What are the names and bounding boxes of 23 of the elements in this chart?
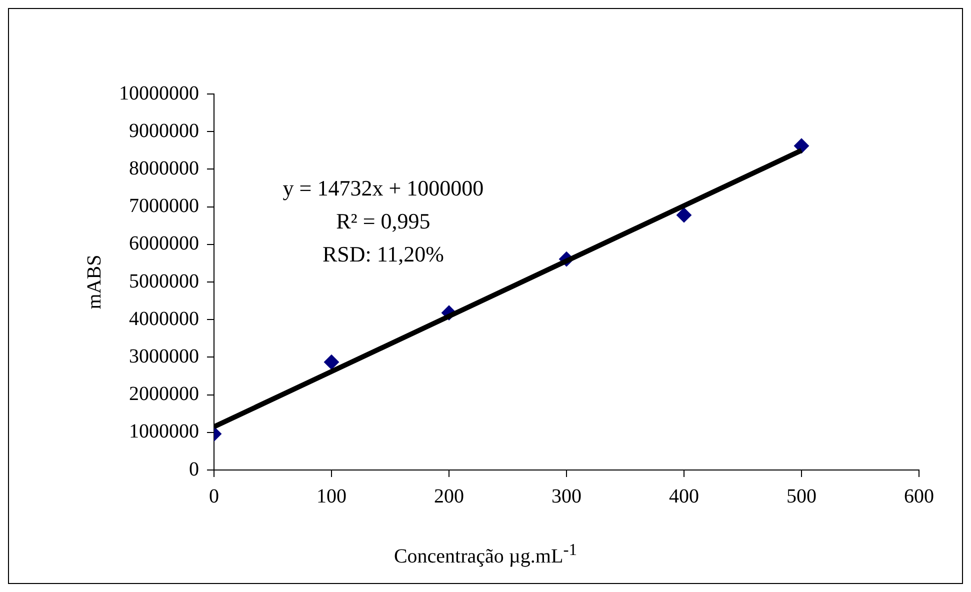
y-tick-label: 6000000 bbox=[129, 232, 199, 255]
y-axis-title: mABS bbox=[83, 254, 106, 310]
x-axis-title: Concentração µg.mL$^{-1}$ bbox=[392, 540, 578, 569]
x-tick-label: 400 bbox=[669, 485, 699, 508]
x-tick-label: 100 bbox=[316, 485, 346, 508]
x-tick-label: 600 bbox=[904, 485, 934, 508]
y-tick-label: 9000000 bbox=[129, 120, 199, 142]
y-tick-label: 2000000 bbox=[129, 383, 199, 406]
annotation: y = 14732x + 1000000 bbox=[282, 176, 484, 201]
y-tick-label: 7000000 bbox=[129, 195, 199, 218]
y-tick-label: 1000000 bbox=[129, 420, 199, 443]
x-tick-label: 500 bbox=[786, 485, 816, 508]
y-tick-label: 8000000 bbox=[129, 157, 199, 180]
y-tick-label: 4000000 bbox=[129, 308, 199, 330]
x-tick-label: 300 bbox=[552, 485, 582, 508]
annotation: RSD: 11,20% bbox=[322, 242, 444, 267]
y-tick-label: 0 bbox=[189, 458, 199, 480]
x-tick-label: 0 bbox=[209, 485, 219, 508]
y-tick-label: 5000000 bbox=[129, 270, 199, 292]
y-tick-label: 3000000 bbox=[129, 345, 199, 368]
y-tick-label: 10000000 bbox=[119, 82, 199, 104]
annotation: R² = 0,995 bbox=[336, 208, 430, 234]
x-tick-label: 200 bbox=[434, 485, 464, 508]
